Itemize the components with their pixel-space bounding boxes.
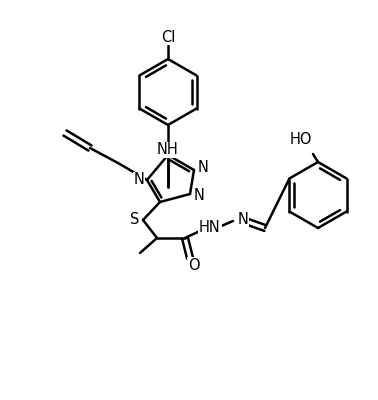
Text: N: N [194, 188, 204, 204]
Text: N: N [198, 160, 208, 176]
Text: N: N [133, 172, 144, 188]
Text: S: S [130, 212, 140, 228]
Text: N: N [237, 212, 248, 228]
Text: NH: NH [157, 142, 179, 158]
Text: HN: HN [199, 220, 221, 236]
Text: Cl: Cl [161, 30, 175, 44]
Text: HO: HO [290, 132, 312, 146]
Text: O: O [188, 258, 200, 272]
